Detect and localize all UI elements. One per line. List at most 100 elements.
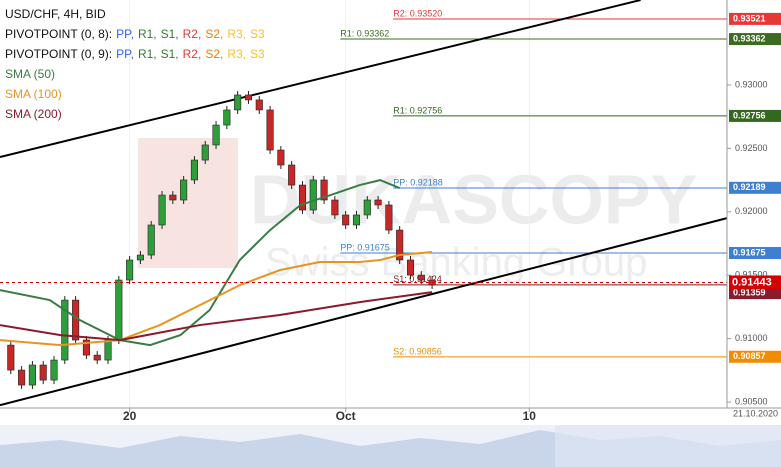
- candle: [28, 364, 36, 386]
- legend-entry: SMA (100): [5, 87, 62, 101]
- legend-part: R1,: [138, 27, 157, 41]
- pivot-label: S1: 0.91424: [393, 274, 442, 284]
- navigator-window[interactable]: [555, 425, 781, 467]
- sma-line: [0, 251, 433, 347]
- candle: [309, 179, 317, 211]
- price-tag-label: 0.93362: [733, 33, 766, 43]
- legend-entry: SMA (200): [5, 107, 62, 121]
- axes: 0.93000 0.92500 0.92000 0.91500 0.91000 0.905…: [123, 12, 781, 423]
- candle: [180, 179, 188, 201]
- legend-part: S2,: [205, 27, 223, 41]
- candle: [72, 299, 80, 341]
- sma-line: [0, 179, 401, 347]
- candle: [234, 94, 242, 111]
- legend-part: PP,: [116, 47, 134, 61]
- candle: [244, 94, 252, 101]
- price-tag-label: 0.91443: [732, 276, 772, 288]
- legend-part: R2,: [183, 47, 202, 61]
- candle: [158, 194, 166, 226]
- x-tick-label: 20: [123, 409, 137, 423]
- y-tick-label: 0.92500: [735, 143, 768, 153]
- legend-entry: SMA (50): [5, 67, 55, 81]
- legend-part: R2,: [183, 27, 202, 41]
- legend-indicator: PIVOTPOINT (0, 8): PP, R1, S1, R2, S2, R3, S3: [5, 27, 265, 41]
- y-tick-label: 0.91000: [735, 333, 768, 343]
- price-tag: [729, 109, 781, 122]
- price-tag-label: 0.90857: [733, 351, 766, 361]
- candle: [93, 354, 101, 361]
- candle: [136, 254, 144, 261]
- price-tag-label: 0.91359: [733, 287, 766, 297]
- legend-part: S1,: [161, 47, 179, 61]
- price-tag: [729, 12, 781, 25]
- candle: [169, 194, 177, 201]
- price-tag: [729, 33, 781, 46]
- candle: [266, 109, 274, 151]
- price-tag-label: 0.91675: [733, 247, 766, 257]
- price-tag-label: 0.93521: [733, 13, 766, 23]
- candle: [342, 214, 350, 226]
- legend-part: S2,: [205, 47, 223, 61]
- price-tag: [729, 350, 781, 363]
- price-tag: [729, 181, 781, 194]
- candle: [115, 279, 123, 341]
- candle: [147, 224, 155, 256]
- candle: [104, 339, 112, 361]
- legend-part: PP,: [116, 27, 134, 41]
- legend: USD/CHF, 4H, BID PIVOTPOINT (0, 8): PP, R1,…: [5, 7, 265, 121]
- date-label: 21.10.2020: [733, 408, 778, 418]
- pivot-label: S2: 0.90856: [393, 346, 442, 356]
- candle: [39, 364, 47, 381]
- pivot-label: R1: 0.92756: [393, 105, 442, 115]
- legend-indicator: PIVOTPOINT (0, 9): PP, R1, S1, R2, S2, R3, S3: [5, 47, 265, 61]
- pivot-label: PP: 0.92188: [393, 177, 443, 187]
- candle: [406, 259, 415, 276]
- price-tag-label: 0.92756: [733, 110, 766, 120]
- price-tag-label: 0.92189: [733, 182, 766, 192]
- candle: [352, 214, 361, 226]
- x-tick-label: 10: [523, 409, 537, 423]
- candle: [396, 229, 404, 261]
- price-tag: [729, 275, 781, 290]
- legend-part: S3: [250, 47, 265, 61]
- plot: R2: 0.93520 R1: 0.92756 PP: 0.92188 S1: 0.9…: [0, 0, 728, 408]
- legend-part: R3,: [227, 47, 246, 61]
- candle: [190, 159, 198, 181]
- candle: [7, 344, 15, 371]
- legend-part: S1,: [161, 27, 179, 41]
- candle: [385, 204, 393, 231]
- candle: [255, 99, 263, 111]
- candle: [18, 369, 26, 386]
- trend-line: [0, 0, 641, 158]
- candle: [331, 199, 339, 216]
- candle: [212, 124, 220, 146]
- candle: [82, 339, 90, 356]
- legend-title: USD/CHF, 4H, BID: [5, 7, 106, 21]
- y-tick-label: 0.92000: [735, 206, 768, 216]
- y-tick-label: 0.90500: [735, 396, 768, 406]
- candle: [320, 179, 328, 201]
- pivot-label: R1: 0.93362: [340, 28, 389, 38]
- legend-indicator-name: PIVOTPOINT (0, 9):: [5, 47, 112, 61]
- watermark: DUKASCOPY Swiss Banking Group: [138, 138, 697, 285]
- legend-part: S3: [250, 27, 265, 41]
- candle: [223, 109, 231, 126]
- x-tick-label: Oct: [336, 409, 356, 423]
- candle: [417, 274, 425, 281]
- candle: [126, 259, 134, 281]
- candle: [298, 184, 307, 211]
- pivot-label: PP: 0.91675: [340, 242, 390, 252]
- price-tag: [729, 247, 781, 260]
- candle: [61, 299, 69, 361]
- candle: [277, 149, 285, 166]
- legend-part: R3,: [227, 27, 246, 41]
- y-tick-label: 0.93000: [735, 79, 768, 89]
- pivot-label: R2: 0.93520: [393, 8, 442, 18]
- price-tag: [729, 287, 781, 300]
- legend-part: R1,: [138, 47, 157, 61]
- candle: [50, 359, 58, 381]
- candle: [374, 199, 382, 206]
